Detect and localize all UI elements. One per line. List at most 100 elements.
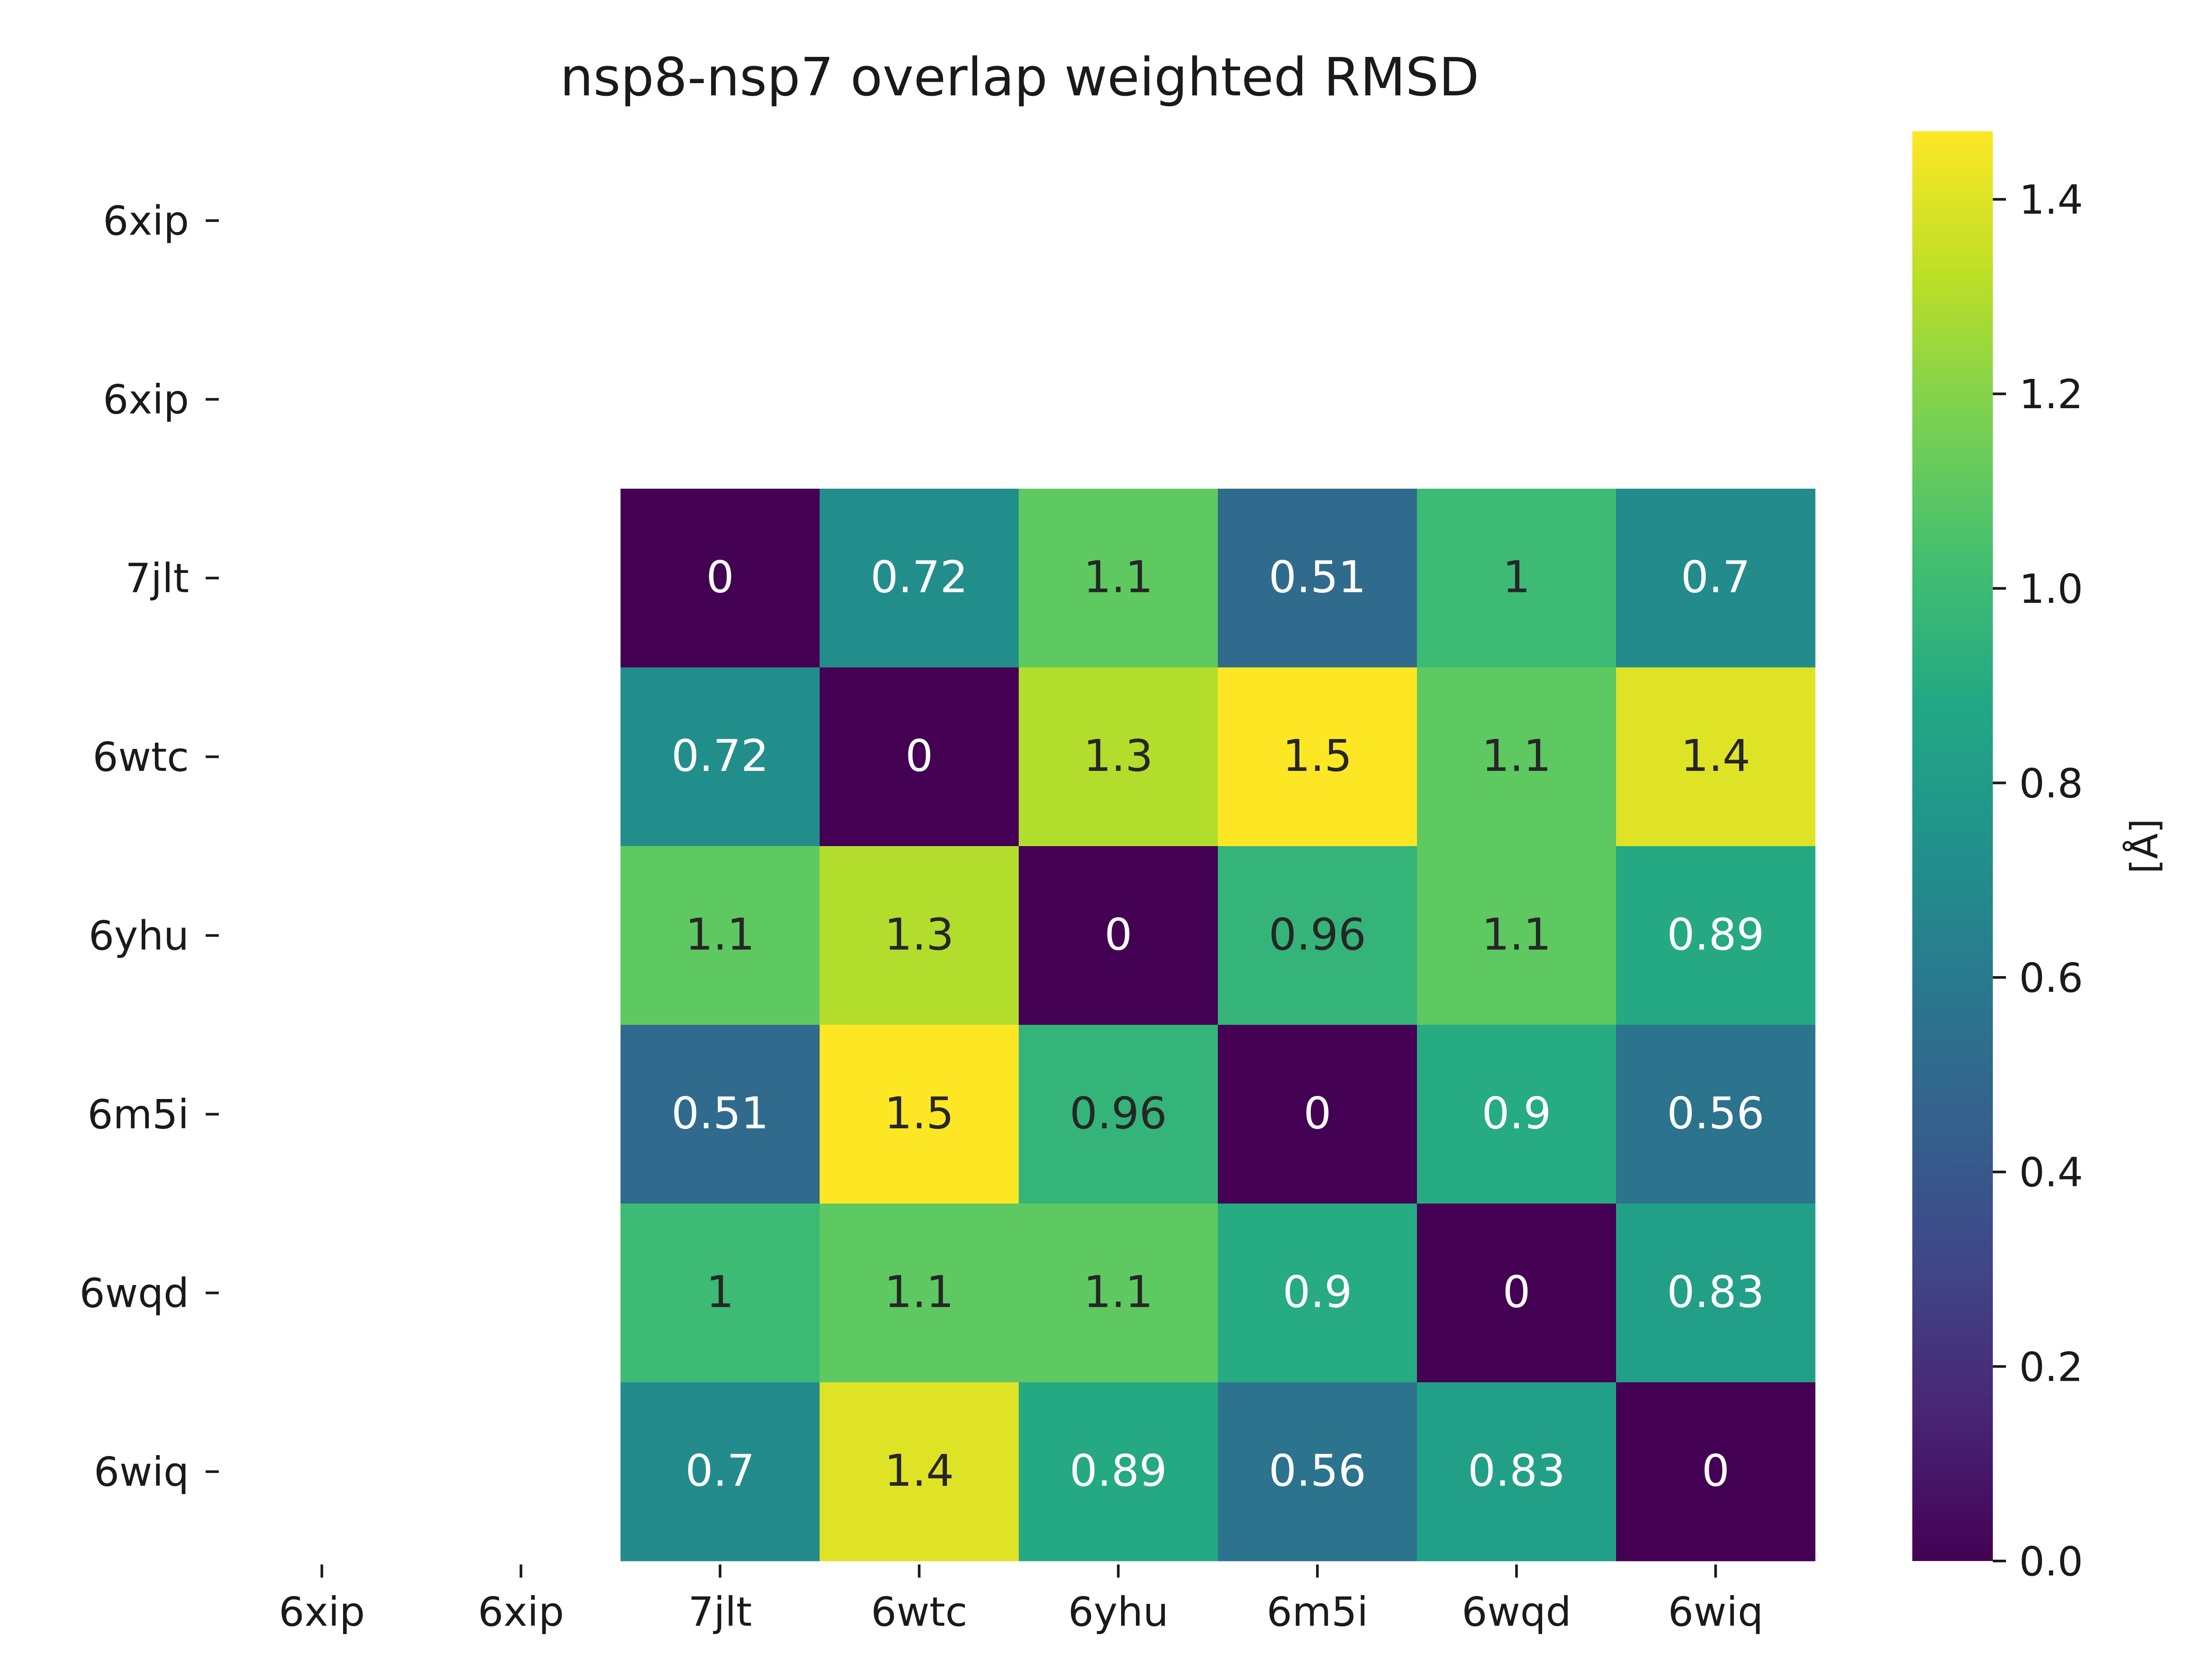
cell-value-label: 0 bbox=[1503, 1266, 1531, 1317]
colorbar-tick-label: 1.2 bbox=[2019, 371, 2083, 418]
heatmap-cell bbox=[1616, 1204, 1816, 1382]
colorbar-tick-label: 1.4 bbox=[2019, 177, 2083, 224]
x-tick-label: 6yhu bbox=[1068, 1589, 1169, 1635]
heatmap-cell bbox=[820, 1382, 1019, 1561]
cell-value-label: 0.96 bbox=[1069, 1088, 1167, 1139]
heatmap-cell-labels: 0 0.72 1.1 0.51 1 0.7 0.72 0 1.3 1.5 1.1 1.4 1.1 1.3 0… bbox=[671, 551, 1764, 1496]
cell-value-label: 0 bbox=[1105, 909, 1133, 960]
heatmap-cell bbox=[820, 489, 1019, 668]
heatmap-cell bbox=[621, 1382, 820, 1561]
heatmap-cell bbox=[820, 846, 1019, 1025]
cell-value-label: 0.7 bbox=[1681, 551, 1750, 602]
cell-value-label: 0.72 bbox=[870, 551, 968, 602]
colorbar-tick-label: 0.0 bbox=[2019, 1538, 2083, 1585]
heatmap-cell bbox=[1218, 1025, 1417, 1204]
cell-value-label: 0 bbox=[1702, 1445, 1730, 1496]
y-tick-label: 6wqd bbox=[79, 1270, 189, 1316]
cell-value-label: 1.1 bbox=[1482, 730, 1551, 781]
y-tick-label: 6wtc bbox=[93, 734, 189, 780]
colorbar-tick-label: 0.2 bbox=[2019, 1344, 2083, 1390]
cell-value-label: 1 bbox=[1503, 551, 1531, 602]
heatmap-cell bbox=[1417, 1382, 1616, 1561]
cell-value-label: 0.89 bbox=[1069, 1445, 1167, 1496]
heatmap-cell bbox=[1019, 1025, 1218, 1204]
heatmap-cell bbox=[1417, 489, 1616, 668]
x-tick-label: 6wqd bbox=[1462, 1589, 1571, 1635]
colorbar-ticks: 0.0 0.2 0.4 0.6 0.8 1.0 1.2 1.4 bbox=[1993, 177, 2083, 1585]
heatmap-cell bbox=[1417, 667, 1616, 847]
heatmap-cell bbox=[820, 1025, 1019, 1204]
heatmap-cell bbox=[1417, 1204, 1616, 1382]
heatmap-cell bbox=[1218, 667, 1417, 847]
cell-value-label: 1.3 bbox=[884, 909, 954, 960]
heatmap-cell bbox=[621, 489, 820, 668]
heatmap-cell bbox=[1616, 1025, 1816, 1204]
y-tick-label: 6xip bbox=[103, 376, 189, 423]
y-tick-label: 6m5i bbox=[88, 1091, 189, 1138]
cell-value-label: 1.1 bbox=[884, 1266, 954, 1317]
y-tick-label: 6xip bbox=[103, 197, 189, 244]
cell-value-label: 0 bbox=[706, 551, 734, 602]
heatmap-cell bbox=[820, 667, 1019, 847]
cell-value-label: 0.56 bbox=[1667, 1088, 1764, 1139]
heatmap-cell bbox=[1019, 846, 1218, 1025]
colorbar: 0.0 0.2 0.4 0.6 0.8 1.0 1.2 1.4 [Å] bbox=[1912, 131, 2167, 1585]
cell-value-label: 0.51 bbox=[1269, 551, 1366, 602]
colorbar-tick-label: 0.4 bbox=[2019, 1149, 2083, 1196]
colorbar-tick-label: 0.6 bbox=[2019, 955, 2083, 1001]
x-axis: 6xip 6xip 7jlt 6wtc 6yhu 6m5i 6wqd 6wiq bbox=[279, 1564, 1763, 1635]
x-tick-label: 7jlt bbox=[688, 1589, 752, 1635]
heatmap-cell bbox=[1019, 1382, 1218, 1561]
heatmap-cell bbox=[621, 667, 820, 847]
cell-value-label: 0.56 bbox=[1269, 1445, 1366, 1496]
heatmap-cell bbox=[1218, 1382, 1417, 1561]
cell-value-label: 1 bbox=[706, 1266, 734, 1317]
heatmap-cell bbox=[1616, 667, 1816, 847]
colorbar-gradient bbox=[1912, 131, 1993, 1561]
heatmap-cell bbox=[1218, 489, 1417, 668]
heatmap-cell bbox=[1417, 1025, 1616, 1204]
heatmap-cell bbox=[1616, 489, 1816, 668]
chart-title: nsp8-nsp7 overlap weighted RMSD bbox=[560, 47, 1480, 108]
heatmap-cell bbox=[820, 1204, 1019, 1382]
y-tick-label: 6wiq bbox=[94, 1449, 189, 1495]
cell-value-label: 0.72 bbox=[671, 730, 769, 781]
cell-value-label: 0.9 bbox=[1283, 1266, 1352, 1317]
cell-value-label: 1.1 bbox=[1482, 909, 1551, 960]
cell-value-label: 1.5 bbox=[884, 1088, 954, 1139]
colorbar-label: [Å] bbox=[2122, 819, 2167, 874]
cell-value-label: 1.3 bbox=[1083, 730, 1153, 781]
cell-value-label: 1.5 bbox=[1283, 730, 1352, 781]
cell-value-label: 1.4 bbox=[1681, 730, 1750, 781]
x-tick-label: 6xip bbox=[279, 1589, 365, 1635]
cell-value-label: 0.89 bbox=[1667, 909, 1764, 960]
cell-value-label: 0 bbox=[905, 730, 933, 781]
cell-value-label: 1.1 bbox=[1083, 1266, 1153, 1317]
heatmap-cell bbox=[1616, 1382, 1816, 1561]
y-tick-label: 7jlt bbox=[125, 555, 189, 602]
heatmap-cell bbox=[621, 1025, 820, 1204]
cell-value-label: 0.7 bbox=[685, 1445, 755, 1496]
cell-value-label: 0.51 bbox=[671, 1088, 769, 1139]
colorbar-tick-label: 1.0 bbox=[2019, 566, 2083, 612]
cell-value-label: 0.96 bbox=[1269, 909, 1366, 960]
y-axis: 6xip 6xip 7jlt 6wtc 6yhu 6m5i 6wqd 6wiq bbox=[79, 197, 219, 1495]
x-tick-label: 6wtc bbox=[871, 1589, 967, 1635]
x-tick-label: 6m5i bbox=[1266, 1589, 1368, 1635]
x-tick-label: 6wiq bbox=[1668, 1589, 1764, 1635]
heatmap-cell bbox=[621, 1204, 820, 1382]
cell-value-label: 0.83 bbox=[1468, 1445, 1565, 1496]
heatmap-cell bbox=[1417, 846, 1616, 1025]
cell-value-label: 1.1 bbox=[685, 909, 755, 960]
heatmap-cell bbox=[621, 846, 820, 1025]
heatmap-cell bbox=[1019, 1204, 1218, 1382]
cell-value-label: 1.1 bbox=[1083, 551, 1153, 602]
heatmap-cell bbox=[1019, 489, 1218, 668]
heatmap-cell bbox=[1218, 1204, 1417, 1382]
cell-value-label: 0.83 bbox=[1667, 1266, 1764, 1317]
cell-value-label: 0.9 bbox=[1482, 1088, 1551, 1139]
cell-value-label: 0 bbox=[1304, 1088, 1332, 1139]
cell-value-label: 1.4 bbox=[884, 1445, 954, 1496]
x-tick-label: 6xip bbox=[478, 1589, 564, 1635]
